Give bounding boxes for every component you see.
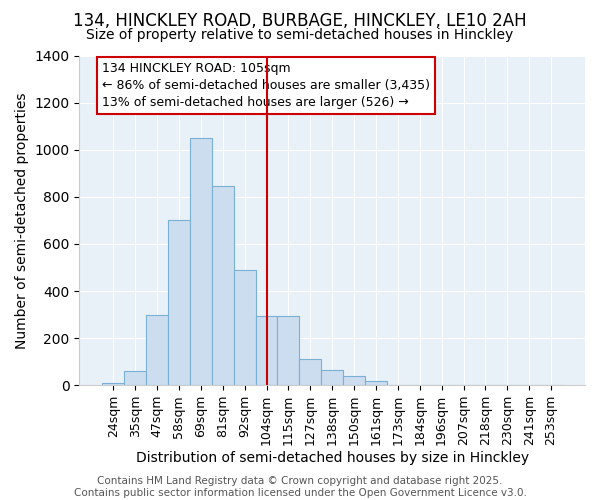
Bar: [146, 314, 168, 385]
Text: Size of property relative to semi-detached houses in Hinckley: Size of property relative to semi-detach…: [86, 28, 514, 42]
Bar: [190, 138, 212, 385]
Bar: [103, 383, 124, 385]
Text: 134, HINCKLEY ROAD, BURBAGE, HINCKLEY, LE10 2AH: 134, HINCKLEY ROAD, BURBAGE, HINCKLEY, L…: [73, 12, 527, 30]
Text: Contains HM Land Registry data © Crown copyright and database right 2025.
Contai: Contains HM Land Registry data © Crown c…: [74, 476, 526, 498]
Bar: [234, 270, 256, 385]
Bar: [256, 316, 277, 385]
Bar: [168, 220, 190, 385]
Bar: [365, 380, 387, 385]
Bar: [321, 370, 343, 385]
Bar: [277, 316, 299, 385]
Bar: [299, 360, 321, 385]
Bar: [212, 186, 234, 385]
Bar: [124, 371, 146, 385]
Y-axis label: Number of semi-detached properties: Number of semi-detached properties: [15, 92, 29, 348]
X-axis label: Distribution of semi-detached houses by size in Hinckley: Distribution of semi-detached houses by …: [136, 451, 529, 465]
Text: 134 HINCKLEY ROAD: 105sqm
← 86% of semi-detached houses are smaller (3,435)
13% : 134 HINCKLEY ROAD: 105sqm ← 86% of semi-…: [103, 62, 430, 109]
Bar: [343, 376, 365, 385]
